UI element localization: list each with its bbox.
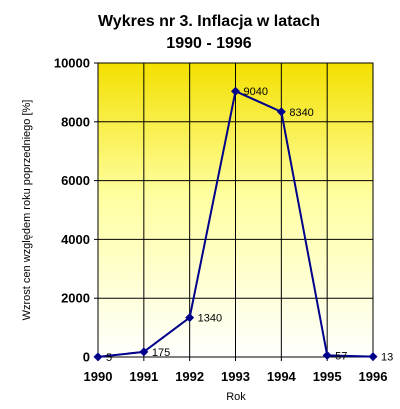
x-tick-label: 1993 [221,369,250,384]
y-tick-label: 10000 [54,56,90,71]
series-layer: 5 175 1340 9040 8340 57 13 [93,86,393,364]
y-tick-label: 0 [83,350,90,365]
y-tick-label: 2000 [61,291,90,306]
x-tick-label: 1992 [175,369,204,384]
data-label: 5 [106,352,112,364]
y-axis-label: Wzrost cen względem roku poprzedniego [%… [21,100,33,321]
data-point [139,347,149,357]
data-label: 1340 [198,313,222,325]
y-tick-label: 4000 [61,232,90,247]
x-tick-label: 1996 [359,369,388,384]
data-label: 9040 [244,86,268,98]
x-tick-label: 1994 [267,369,297,384]
data-point [368,352,378,362]
data-label: 57 [335,350,347,362]
x-tick-label: 1990 [84,369,113,384]
data-label: 175 [152,347,170,359]
data-label: 13 [381,352,393,364]
chart-title-line2: 1990 - 1996 [166,35,252,52]
x-tick-label: 1995 [313,369,342,384]
data-point [93,352,103,362]
y-tick-labels: 0 2000 4000 6000 8000 10000 [54,56,90,365]
data-point [231,86,240,96]
data-point [276,107,286,117]
chart-title-line1: Wykres nr 3. Inflacja w latach [98,13,320,30]
data-label: 8340 [289,107,313,119]
plot-border [97,62,374,358]
data-point [322,350,332,360]
x-tick-label: 1991 [129,369,158,384]
x-tick-labels: 1990 1991 1992 1993 1994 1995 1996 [84,369,388,384]
x-axis-label: Rok [226,391,246,403]
y-tick-label: 8000 [61,114,90,129]
y-tick-label: 6000 [61,173,90,188]
data-point [185,313,195,323]
